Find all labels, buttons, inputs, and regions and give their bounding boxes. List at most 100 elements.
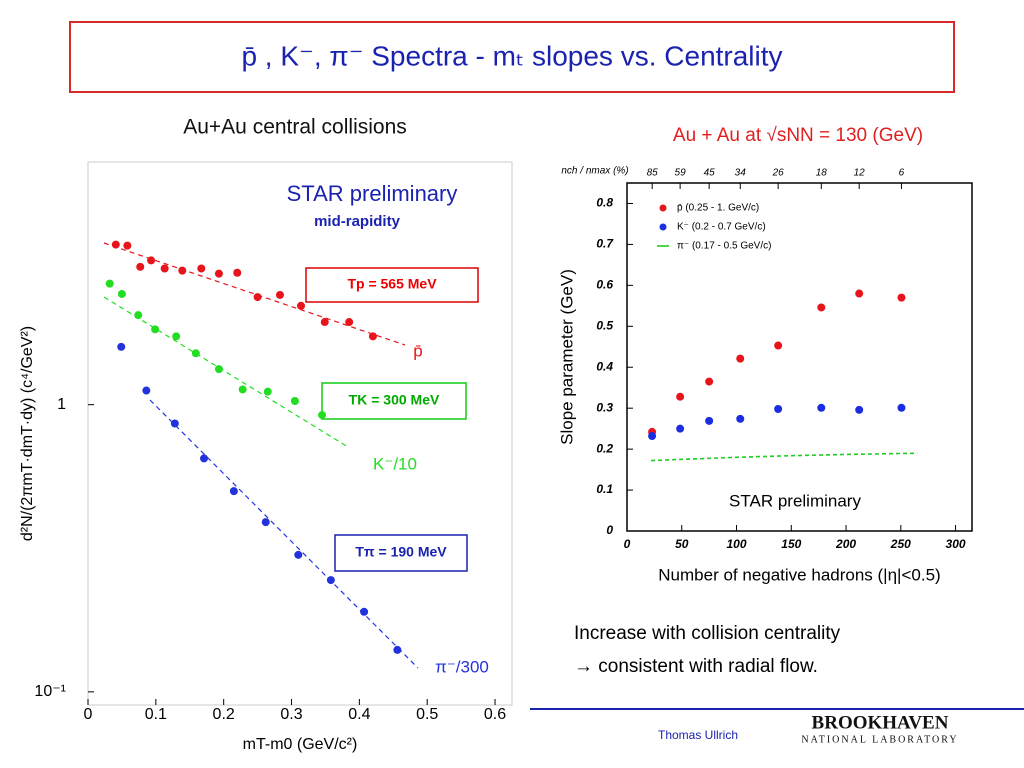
data-point xyxy=(105,279,114,288)
x-tick-label: 100 xyxy=(727,537,747,551)
data-point xyxy=(134,311,143,320)
x2-axis-label: nch / nmax (%) xyxy=(561,166,628,177)
x2-tick-label: 34 xyxy=(735,168,747,179)
y-tick-label: 0.4 xyxy=(596,359,613,373)
data-point xyxy=(897,403,906,412)
data-point xyxy=(360,607,369,616)
annotation-box xyxy=(305,267,479,303)
data-point xyxy=(136,262,145,271)
annotation: mid-rapidity xyxy=(314,213,400,230)
data-point xyxy=(855,289,864,298)
data-point xyxy=(320,318,329,327)
series-label: π⁻/300 xyxy=(435,657,489,676)
data-point xyxy=(736,414,745,423)
data-point xyxy=(817,403,826,412)
series-label: K⁻/10 xyxy=(373,454,417,473)
x-tick-label: 0.4 xyxy=(348,706,370,723)
chart-title: Au+Au central collisions xyxy=(183,116,407,139)
data-point xyxy=(297,301,306,310)
x-tick-label: 50 xyxy=(675,537,689,551)
annotation-box xyxy=(321,382,467,420)
data-point xyxy=(897,293,906,302)
plot-frame xyxy=(87,161,513,706)
data-point xyxy=(345,318,354,327)
data-point xyxy=(191,349,200,358)
data-point xyxy=(147,256,156,265)
legend-label: p̄ (0.25 - 1. GeV/c) xyxy=(677,203,759,214)
fit-line xyxy=(103,242,406,346)
x2-tick-label: 45 xyxy=(704,168,716,179)
data-point xyxy=(855,405,864,414)
data-point xyxy=(160,264,169,273)
y-tick-label: 0.7 xyxy=(596,237,614,251)
x-tick-label: 250 xyxy=(890,537,911,551)
chart-title: Au + Au at √sNN = 130 (GeV) xyxy=(673,125,923,146)
y-tick-label: 1 xyxy=(57,396,66,413)
logo-sub: NATIONAL LABORATORY xyxy=(801,734,958,745)
data-point xyxy=(142,386,151,395)
x-axis-label: mT-m0 (GeV/c²) xyxy=(243,736,358,753)
data-point xyxy=(676,392,685,401)
data-point xyxy=(290,397,299,406)
legend-label: π⁻ (0.17 - 0.5 GeV/c) xyxy=(677,241,771,252)
series-line xyxy=(651,452,918,462)
data-point xyxy=(294,550,303,559)
y-tick-label: 0 xyxy=(606,523,613,537)
x-tick-label: 0 xyxy=(624,537,631,551)
fit-line xyxy=(149,399,419,669)
annotation: Tπ = 190 MeV xyxy=(355,544,447,560)
data-point xyxy=(214,365,223,374)
data-point xyxy=(123,241,132,250)
fit-lines xyxy=(103,242,419,669)
x-tick-label: 0 xyxy=(84,706,93,723)
y-axis-label: d²N/(2πmT·dmT·dy) (c⁴/GeV²) xyxy=(19,326,36,541)
data-point xyxy=(648,432,657,441)
data-point xyxy=(233,268,242,277)
data-point xyxy=(197,264,206,273)
data-point xyxy=(200,454,209,463)
y-tick-label: 0.3 xyxy=(596,400,613,414)
data-point xyxy=(318,411,327,420)
legend-swatch xyxy=(659,223,667,231)
x-tick-label: 0.3 xyxy=(280,706,302,723)
x2-tick-label: 26 xyxy=(772,168,785,179)
data-point xyxy=(151,325,160,334)
author: Thomas Ullrich xyxy=(658,728,738,742)
annotation-box xyxy=(334,534,468,572)
body-text: → consistent with radial flow. xyxy=(574,656,818,677)
slide-title: p̄ , K⁻, π⁻ Spectra - mₜ slopes vs. Cent… xyxy=(241,40,782,71)
data-point xyxy=(774,404,783,413)
y-axis-label: Slope parameter (GeV) xyxy=(557,269,576,445)
data-point xyxy=(214,269,223,278)
annotation: STAR preliminary xyxy=(729,491,861,510)
data-point xyxy=(705,416,714,425)
x2-tick-label: 18 xyxy=(816,168,828,179)
data-point xyxy=(393,645,402,654)
legend-swatch xyxy=(659,204,667,212)
legend-label: K⁻ (0.2 - 0.7 GeV/c) xyxy=(677,222,766,233)
data-point xyxy=(774,341,783,350)
y-tick-label: 0.2 xyxy=(596,441,613,455)
body-text: Increase with collision centrality xyxy=(574,623,841,644)
fit-line xyxy=(103,296,349,448)
data-point xyxy=(238,385,247,394)
title-box xyxy=(69,21,955,93)
y-tick-label: 0.1 xyxy=(596,482,613,496)
series-label: p̄ xyxy=(413,341,422,360)
data-point xyxy=(368,332,377,341)
logo: BROOKHAVEN xyxy=(812,712,949,733)
x-tick-label: 300 xyxy=(946,537,966,551)
data-point xyxy=(676,424,685,433)
data-point xyxy=(736,354,745,363)
plot-frame xyxy=(626,182,973,532)
x-tick-label: 0.6 xyxy=(484,706,506,723)
x-axis-label: Number of negative hadrons (|η|<0.5) xyxy=(658,565,940,584)
data-point xyxy=(117,289,126,298)
x-tick-label: 200 xyxy=(835,537,856,551)
data-point xyxy=(229,487,238,496)
y-tick-label: 0.8 xyxy=(596,196,613,210)
annotation: TK = 300 MeV xyxy=(349,392,440,408)
data-point xyxy=(263,387,272,396)
data-point xyxy=(275,290,284,299)
